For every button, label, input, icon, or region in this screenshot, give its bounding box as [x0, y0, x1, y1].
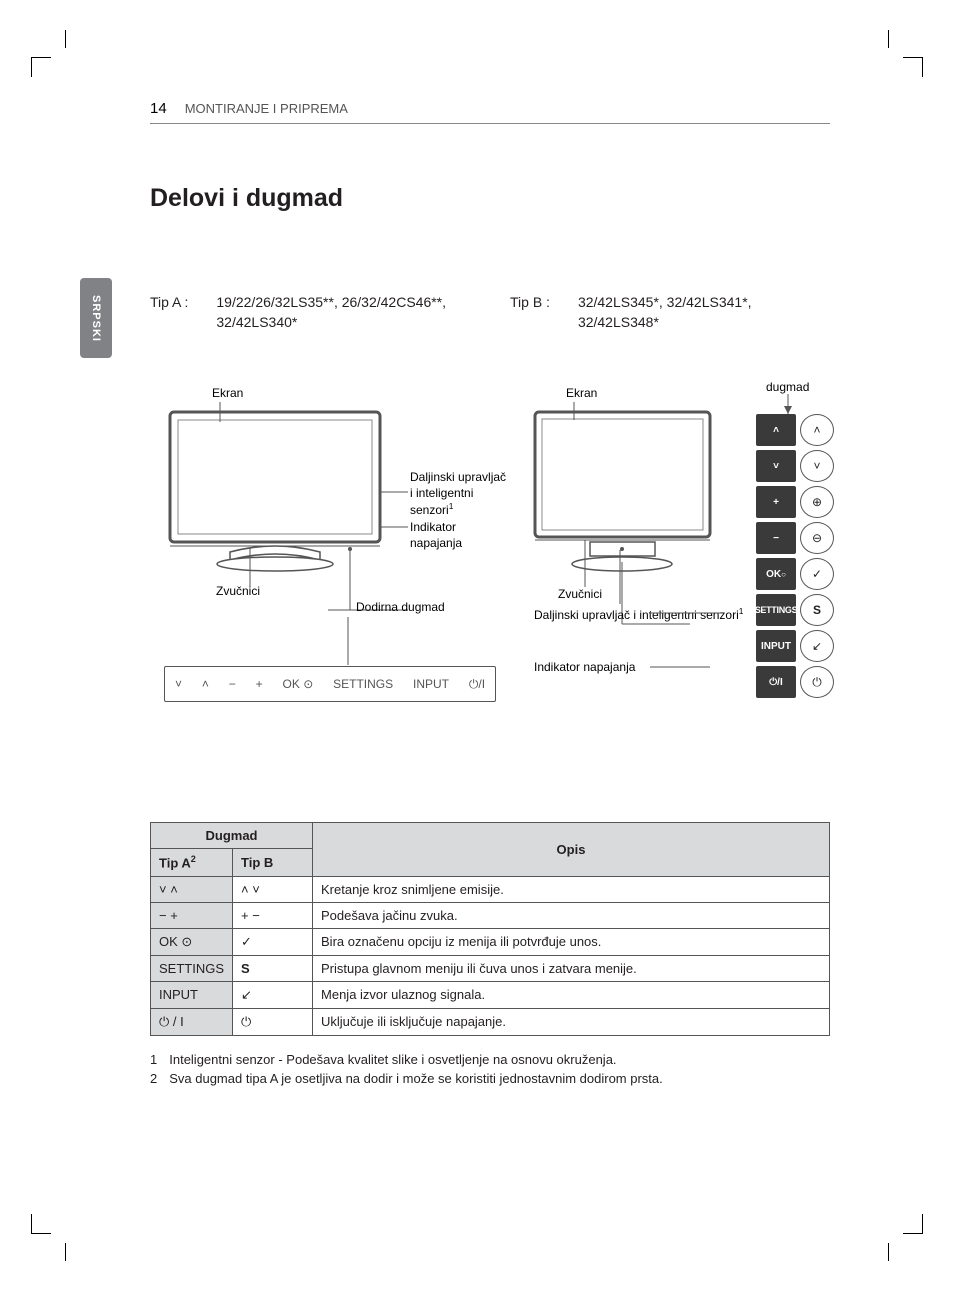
language-tab-label: SRPSKI	[90, 295, 102, 342]
callout-zvucnici-b: Zvučnici	[558, 587, 602, 603]
table-row: SETTINGS S Pristupa glavnom meniju ili č…	[151, 955, 830, 981]
chevron-down-icon: ˅	[175, 677, 182, 691]
page-number: 14	[150, 100, 167, 117]
panel-circ-plus: ⊕	[800, 486, 834, 518]
callout-indikator-a: Indikator napajanja	[410, 520, 510, 551]
panel-circ-up: ˄	[800, 414, 834, 446]
callout-ekran-b: Ekran	[566, 386, 597, 402]
panel-power: ⏻/I	[756, 666, 796, 698]
footnotes: 1 Inteligentni senzor - Podešava kvalite…	[150, 1050, 830, 1089]
strip-input: INPUT	[413, 677, 449, 691]
panel-input: INPUT	[756, 630, 796, 662]
th-opis: Opis	[313, 823, 830, 876]
panel-circ-power: ⏻	[800, 666, 834, 698]
th-dugmad: Dugmad	[151, 823, 313, 849]
panel-circ-down: ˅	[800, 450, 834, 482]
table-row: OK ⊙ ✓ Bira označenu opciju iz menija il…	[151, 928, 830, 955]
page-content: 14 MONTIRANJE I PRIPREMA Delovi i dugmad…	[150, 100, 830, 1089]
strip-settings: SETTINGS	[333, 677, 393, 691]
tip-b-models: 32/42LS345*, 32/42LS341*, 32/42LS348*	[578, 293, 830, 332]
tip-b-label: Tip B :	[510, 293, 550, 332]
callout-daljinski-b: Daljinski upravljač i inteligentni senzo…	[534, 606, 743, 624]
panel-minus-icon: −	[756, 522, 796, 554]
diagram-b: Ekran dugmad Zvučnici Daljinski upravlja…	[530, 392, 830, 702]
fn-num-1: 1	[150, 1050, 157, 1070]
panel-down-icon: ˅	[756, 450, 796, 482]
panel-plus-icon: +	[756, 486, 796, 518]
table-row: − + + − Podešava jačinu zvuka.	[151, 902, 830, 928]
panel-circ-minus: ⊖	[800, 522, 834, 554]
tip-a-models: 19/22/26/32LS35**, 26/32/42CS46**, 32/42…	[216, 293, 470, 332]
minus-icon: −	[229, 677, 236, 691]
th-tip-b: Tip B	[233, 849, 313, 876]
panel-ok: OK○	[756, 558, 796, 590]
model-types-row: Tip A : 19/22/26/32LS35**, 26/32/42CS46*…	[150, 293, 830, 332]
callout-dodirna: Dodirna dugmad	[356, 600, 445, 616]
panel-circ-s: S	[800, 594, 834, 626]
power-icon: ⏻/I	[469, 677, 485, 692]
fn-text-2: Sva dugmad tipa A je osetljiva na dodir …	[169, 1069, 663, 1089]
buttons-table: Dugmad Opis Tip A2 Tip B ˅ ˄ ˄ ˅ Kretanj…	[150, 822, 830, 1035]
chevron-up-icon: ˄	[202, 677, 209, 691]
callout-ekran-a: Ekran	[212, 386, 243, 402]
table-row: ˅ ˄ ˄ ˅ Kretanje kroz snimljene emisije.	[151, 876, 830, 902]
callout-daljinski-a: Daljinski upravljač i inteligentni senzo…	[410, 470, 510, 519]
panel-settings: SETTINGS	[756, 594, 796, 626]
panel-circ-input: ↙	[800, 630, 834, 662]
button-panel-b: ˄ ˅ + − OK○ SETTINGS INPUT ⏻/I ˄ ˅ ⊕ ⊖ ✓…	[756, 414, 840, 698]
section-title: MONTIRANJE I PRIPREMA	[185, 101, 348, 116]
plus-icon: +	[256, 677, 263, 691]
touch-button-strip: ˅ ˄ − + OK ⊙ SETTINGS INPUT ⏻/I	[164, 666, 496, 702]
table-row: ⏻ / I ⏻ Uključuje ili isključuje napajan…	[151, 1008, 830, 1035]
leader-dugmad	[778, 394, 818, 416]
page-header: 14 MONTIRANJE I PRIPREMA	[150, 100, 830, 124]
leader-to-strip	[338, 617, 358, 667]
table-row: INPUT ↙ Menja izvor ulaznog signala.	[151, 981, 830, 1008]
fn-num-2: 2	[150, 1069, 157, 1089]
callout-zvucnici-a: Zvučnici	[216, 584, 260, 600]
page-title: Delovi i dugmad	[150, 184, 830, 213]
diagram-a: Ekran Daljinski upravljač i inteligentni…	[150, 392, 510, 702]
tip-a-label: Tip A :	[150, 293, 188, 332]
panel-circ-ok: ✓	[800, 558, 834, 590]
diagrams-row: Ekran Daljinski upravljač i inteligentni…	[150, 392, 830, 702]
callout-indikator-b: Indikator napajanja	[534, 660, 635, 676]
strip-ok: OK ⊙	[283, 677, 314, 691]
language-tab: SRPSKI	[80, 278, 112, 358]
panel-up-icon: ˄	[756, 414, 796, 446]
fn-text-1: Inteligentni senzor - Podešava kvalitet …	[169, 1050, 616, 1070]
th-tip-a: Tip A2	[151, 849, 233, 876]
